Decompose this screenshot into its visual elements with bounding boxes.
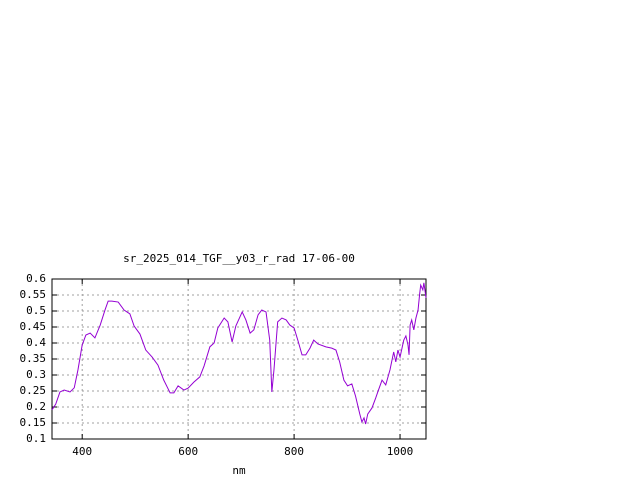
y-tick-label: 0.25: [20, 384, 47, 397]
y-tick-label: 0.4: [26, 336, 46, 349]
y-tick-label: 0.55: [20, 288, 47, 301]
x-tick-label: 1000: [387, 445, 414, 458]
y-tick-label: 0.1: [26, 432, 46, 445]
y-tick-label: 0.3: [26, 368, 46, 381]
x-axis-label: nm: [232, 464, 246, 477]
y-tick-label: 0.45: [20, 320, 47, 333]
data-line: [51, 282, 427, 425]
y-tick-label: 0.15: [20, 416, 47, 429]
y-tick-label: 0.5: [26, 304, 46, 317]
y-tick-label: 0.6: [26, 272, 46, 285]
x-tick-label: 800: [284, 445, 304, 458]
y-tick-label: 0.2: [26, 400, 46, 413]
x-tick-label: 400: [72, 445, 92, 458]
x-tick-label: 600: [178, 445, 198, 458]
chart-title: sr_2025_014_TGF__y03_r_rad 17-06-00: [123, 252, 355, 265]
y-tick-label: 0.35: [20, 352, 47, 365]
plot-border: [51, 278, 427, 440]
